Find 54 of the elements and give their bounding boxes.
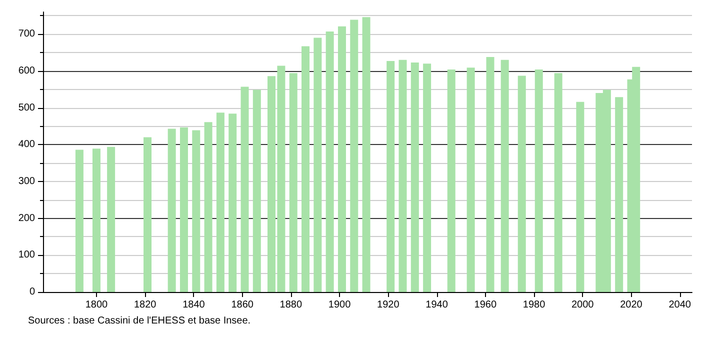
x-tick-label: 1860: [231, 300, 254, 310]
bar: [362, 17, 370, 292]
y-tick-label: 500: [18, 102, 36, 114]
bar: [107, 146, 116, 292]
bar: [144, 137, 152, 292]
bar: [615, 97, 624, 292]
bar: [204, 122, 212, 292]
bar: [466, 68, 475, 292]
x-tick-label: 2040: [668, 300, 692, 310]
bar: [518, 76, 526, 292]
y-tick-label: 300: [18, 176, 36, 187]
bar: [289, 73, 298, 292]
bar: [302, 46, 310, 292]
bar: [576, 102, 584, 292]
x-tick-label: 1880: [280, 300, 302, 310]
x-tick-label: 1960: [474, 300, 497, 310]
x-tick-label: 1820: [134, 300, 157, 310]
bar: [500, 60, 509, 292]
bar: [486, 56, 494, 292]
y-tick-label: 700: [18, 28, 36, 40]
x-tick-label: 1900: [328, 300, 352, 310]
y-tick-label: 600: [18, 65, 36, 76]
bar: [168, 128, 176, 292]
bar: [326, 32, 334, 292]
bar: [410, 62, 419, 292]
bar: [180, 127, 188, 292]
bar: [92, 148, 100, 292]
bar: [386, 61, 395, 292]
bar: [240, 86, 249, 292]
bar: [338, 26, 346, 292]
x-tick-label: 1920: [377, 300, 400, 310]
x-tick-label: 1980: [522, 300, 546, 310]
bar: [314, 38, 322, 292]
bar: [423, 64, 432, 292]
source-note: Sources : base Cassini de l'EHESS et base Insee.: [28, 316, 251, 326]
y-tick-label: 0: [29, 286, 36, 298]
x-tick-label: 1840: [182, 300, 206, 310]
bar: [534, 69, 543, 292]
bar: [554, 73, 562, 292]
bar: [252, 90, 261, 292]
y-tick-label: 400: [18, 139, 36, 150]
bar: [350, 20, 358, 292]
y-tick-label: 200: [18, 212, 36, 224]
bar: [192, 130, 200, 292]
bar: [447, 69, 456, 292]
bar: [216, 112, 224, 292]
x-tick-label: 2000: [571, 300, 594, 310]
y-tick-label: 100: [18, 250, 36, 261]
bar: [228, 114, 237, 292]
bar: [75, 150, 84, 292]
x-tick-label: 1800: [85, 300, 108, 310]
x-tick-label: 2020: [620, 300, 643, 310]
bar: [398, 60, 407, 292]
x-tick-label: 1940: [426, 300, 448, 310]
